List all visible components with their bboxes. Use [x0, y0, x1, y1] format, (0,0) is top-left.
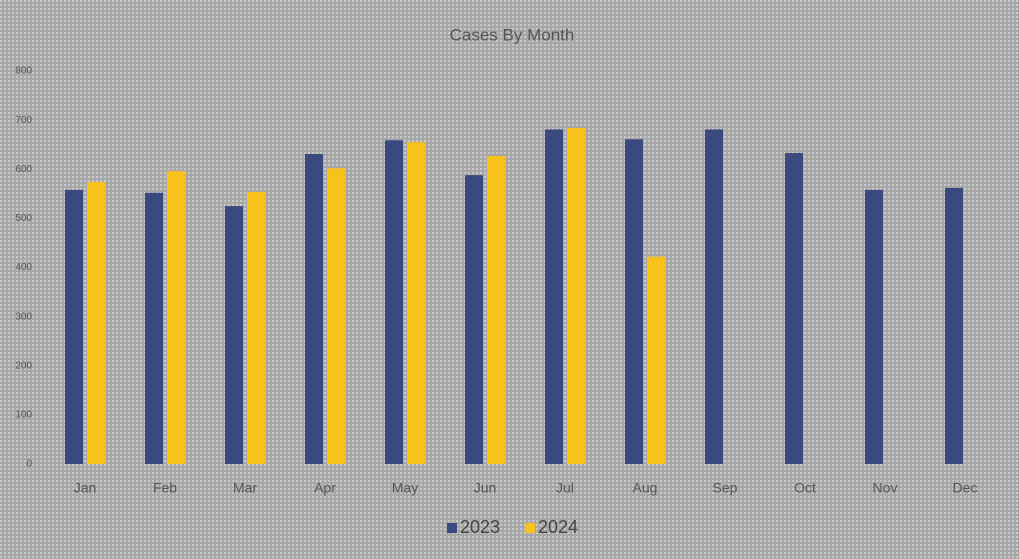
bar — [225, 206, 243, 464]
x-tick-label: May — [392, 480, 418, 496]
x-tick-label: Nov — [873, 480, 898, 496]
y-tick-label: 600 — [15, 164, 32, 175]
y-tick-label: 400 — [15, 262, 32, 273]
bar — [865, 189, 883, 464]
y-tick-label: 300 — [15, 311, 32, 322]
x-tick-label: Jan — [74, 480, 97, 496]
x-tick-label: Jul — [556, 480, 574, 496]
bar — [567, 127, 585, 465]
bar — [625, 139, 643, 464]
x-tick-label: Mar — [233, 480, 257, 496]
y-tick-label: 0 — [26, 459, 32, 470]
y-tick-label: 700 — [15, 115, 32, 126]
bar — [145, 192, 163, 464]
y-tick-label: 500 — [15, 213, 32, 224]
bar — [705, 129, 723, 465]
x-tick-label: Jun — [474, 480, 497, 496]
legend-label: 2023 — [460, 517, 500, 537]
bar — [167, 171, 185, 464]
bar — [385, 140, 403, 465]
y-tick-label: 100 — [15, 410, 32, 421]
bar — [65, 189, 83, 464]
x-tick-label: Oct — [794, 480, 816, 496]
y-tick-label: 200 — [15, 360, 32, 371]
x-tick-label: Apr — [314, 480, 336, 496]
x-tick-label: Aug — [633, 480, 658, 496]
bar — [647, 256, 665, 464]
legend-swatch — [447, 523, 457, 533]
bar — [945, 187, 963, 465]
legend-swatch — [525, 523, 535, 533]
y-tick-label: 800 — [15, 66, 32, 77]
bar — [327, 168, 345, 464]
bar — [305, 154, 323, 465]
bar — [407, 142, 425, 464]
bar — [785, 153, 803, 464]
bar — [247, 191, 265, 464]
bar — [487, 155, 505, 464]
legend-label: 2024 — [538, 517, 578, 537]
x-tick-label: Feb — [153, 480, 177, 496]
x-tick-label: Sep — [713, 480, 738, 496]
bar — [465, 175, 483, 464]
bar — [545, 129, 563, 465]
x-tick-label: Dec — [953, 480, 978, 496]
chart-title: Cases By Month — [450, 25, 575, 44]
bar — [87, 182, 105, 464]
